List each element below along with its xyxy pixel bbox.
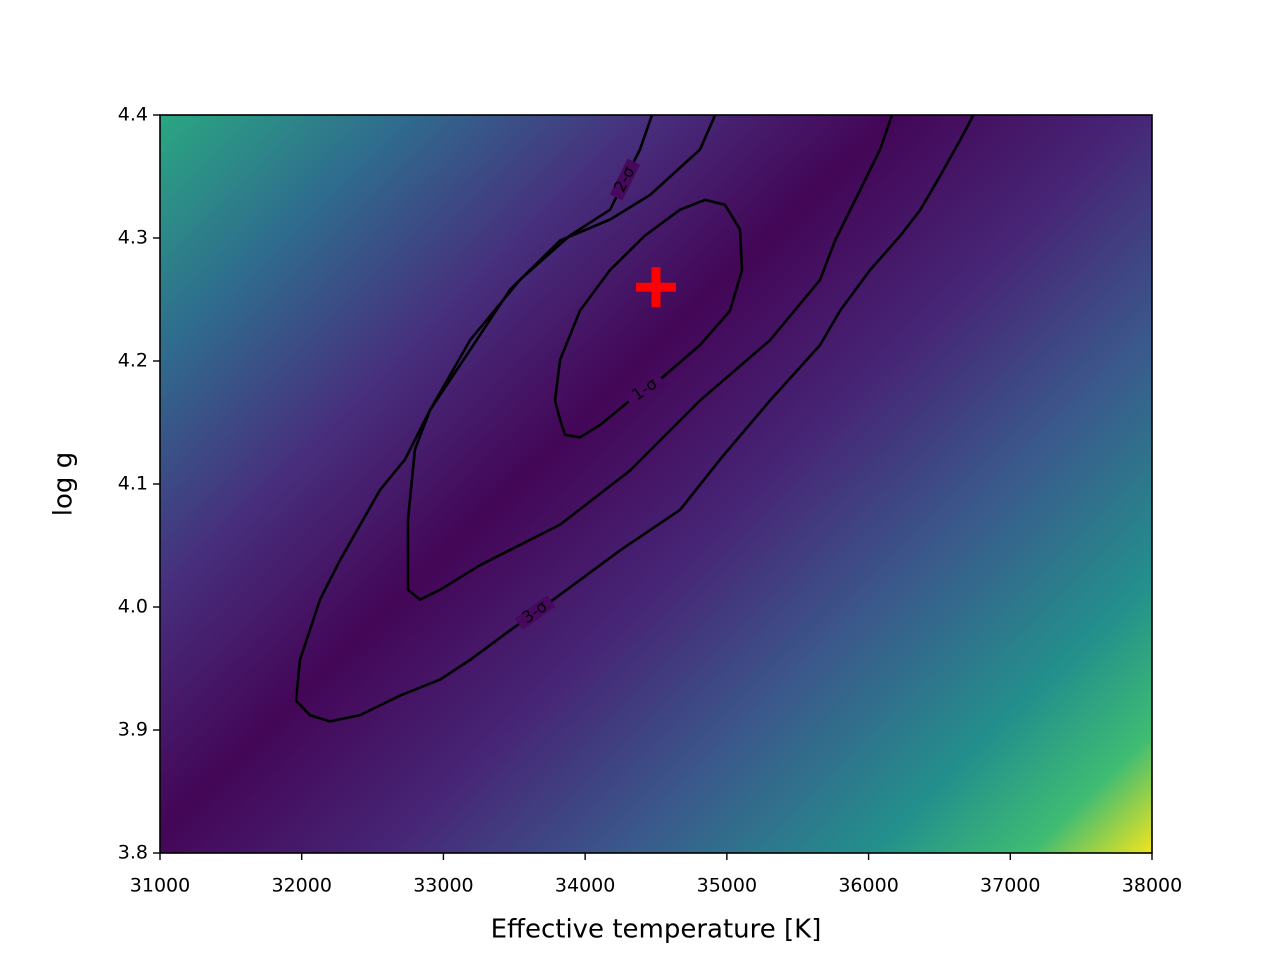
plot-area: 1-σ2-σ3-σ xyxy=(294,115,975,723)
x-axis-label: Effective temperature [K] xyxy=(491,915,822,945)
x-tick-label: 31000 xyxy=(130,875,190,897)
y-axis-label: log g xyxy=(49,452,79,516)
y-tick-label: 4.2 xyxy=(118,350,148,372)
y-tick-label: 4.0 xyxy=(118,596,148,618)
best-fit-marker xyxy=(636,267,676,308)
x-tick-label: 38000 xyxy=(1122,875,1182,897)
contour-line xyxy=(553,198,744,439)
contour-line xyxy=(294,115,975,723)
x-tick-label: 37000 xyxy=(980,875,1040,897)
x-tick-label: 36000 xyxy=(838,875,898,897)
contour-label-gap xyxy=(609,158,641,201)
y-tick-label: 3.9 xyxy=(118,719,148,741)
y-tick-label: 4.3 xyxy=(118,227,148,249)
x-tick-label: 34000 xyxy=(555,875,615,897)
y-tick-label: 4.4 xyxy=(118,104,148,126)
heatmap xyxy=(160,115,1152,853)
x-tick-label: 32000 xyxy=(271,875,331,897)
y-tick-label: 3.8 xyxy=(118,842,148,864)
x-tick-label: 35000 xyxy=(697,875,757,897)
contour-line xyxy=(406,115,894,601)
contour-label-gap xyxy=(624,372,666,408)
contour-label-gap xyxy=(514,595,556,630)
x-tick-label: 33000 xyxy=(413,875,473,897)
y-tick-label: 4.1 xyxy=(118,473,148,495)
